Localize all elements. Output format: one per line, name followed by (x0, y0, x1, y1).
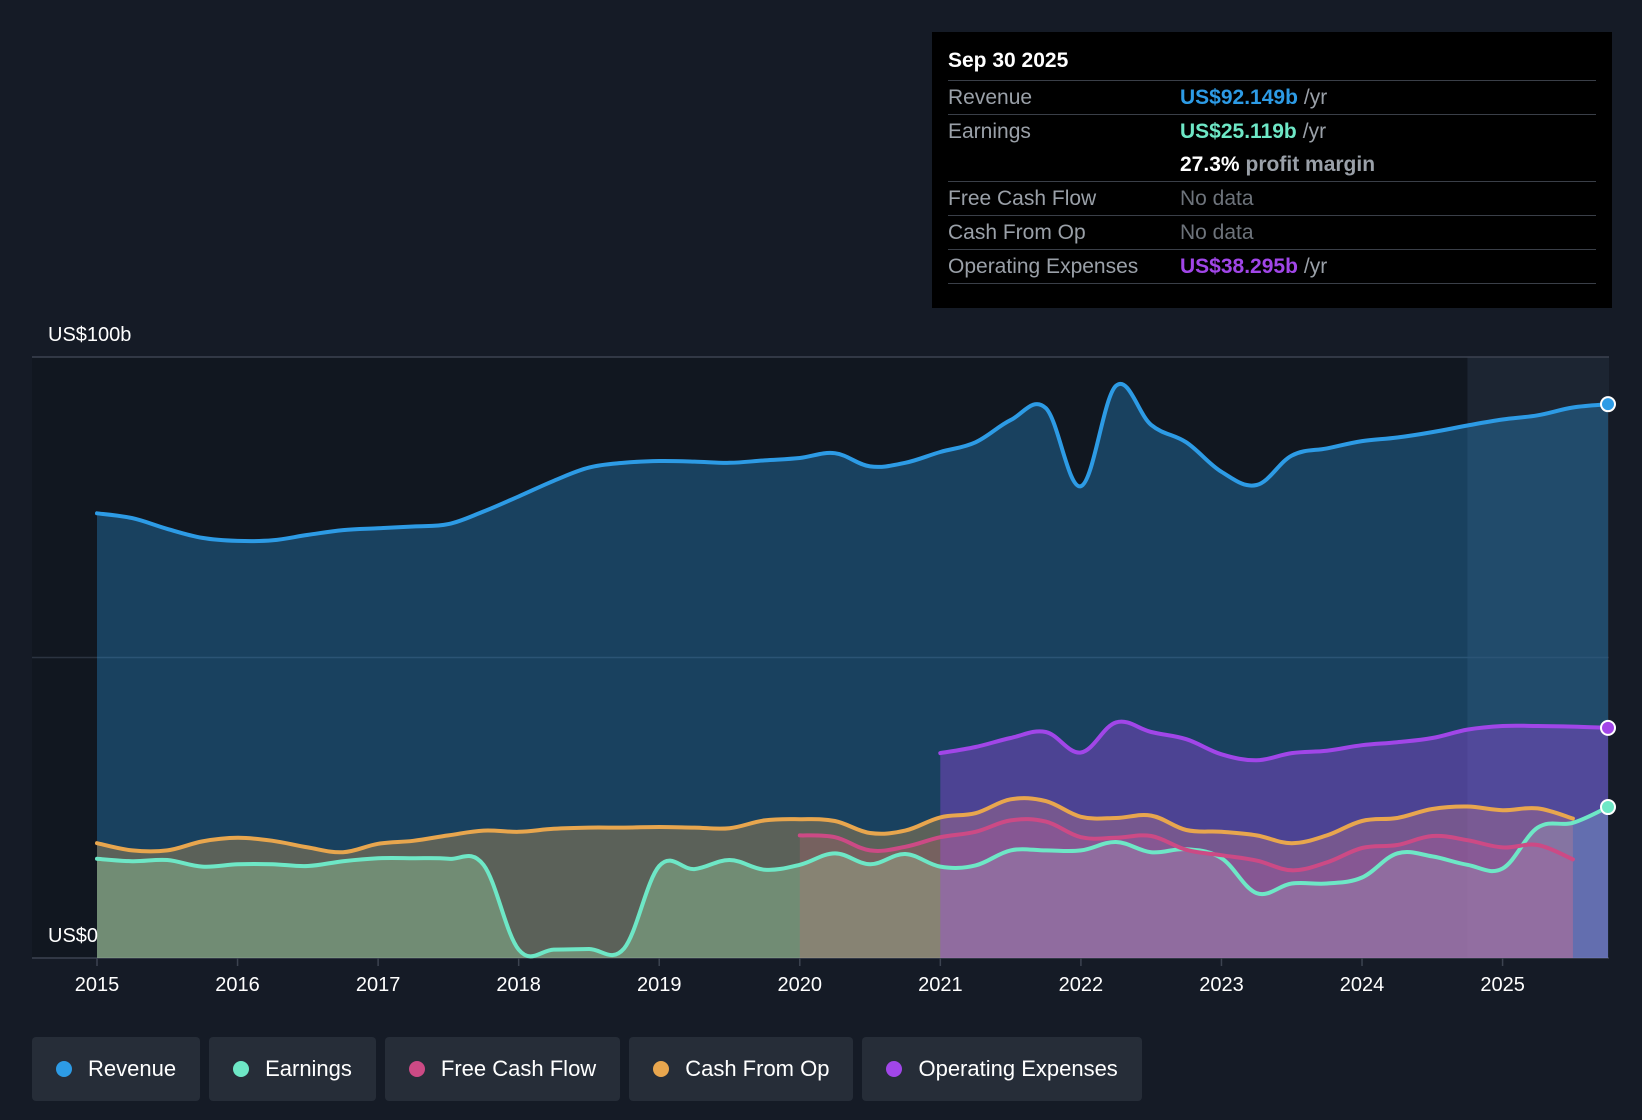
legend-item-free-cash-flow[interactable]: Free Cash Flow (384, 1037, 621, 1101)
tooltip-cfo-label: Cash From Op (948, 220, 1086, 244)
tooltip-opex-value: US$38.295b (1180, 254, 1298, 278)
legend-label-free-cash-flow: Free Cash Flow (440, 1056, 597, 1081)
area-free-cash-flow (799, 819, 1573, 958)
legend-item-cash-from-op[interactable]: Cash From Op (629, 1037, 854, 1101)
tooltip-fcf-label: Free Cash Flow (948, 186, 1097, 210)
tooltip-earnings-unit: /yr (1302, 119, 1327, 143)
x-tick-label-2016: 2016 (215, 974, 260, 996)
area-earnings (97, 807, 1608, 958)
legend-label-earnings: Earnings (265, 1056, 352, 1081)
end-marker-revenue (1600, 396, 1616, 413)
y-axis-bottom-label: US$0 (48, 925, 98, 947)
x-tick-label-2017: 2017 (356, 974, 401, 996)
tooltip-opex-unit: /yr (1303, 254, 1328, 278)
line-operating-expenses (938, 719, 1610, 763)
line-cash-from-op (95, 796, 1575, 855)
tooltip-margin-value: 27.3% (1180, 152, 1240, 176)
legend-dot-cash-from-op (653, 1061, 670, 1077)
tooltip-revenue-unit: /yr (1303, 85, 1328, 109)
legend-dot-revenue (56, 1061, 72, 1077)
y-axis-top-label: US$100b (48, 324, 131, 346)
x-tick-label-2019: 2019 (637, 974, 682, 996)
tooltip-row-opex: Operating Expenses US$38.295b /yr (948, 249, 1596, 284)
tooltip-row-margin: 27.3% profit margin (948, 148, 1596, 181)
x-tick-label-2025: 2025 (1480, 974, 1525, 996)
tooltip-margin-label: profit margin (1245, 152, 1376, 176)
legend-dot-free-cash-flow (408, 1061, 425, 1077)
legend-label-revenue: Revenue (88, 1056, 177, 1081)
tooltip-date: Sep 30 2025 (948, 49, 1069, 72)
legend-dot-operating-expenses (886, 1061, 903, 1077)
end-marker-earnings (1600, 799, 1616, 816)
legend-label-operating-expenses: Operating Expenses (918, 1056, 1118, 1081)
x-tick-label-2021: 2021 (918, 974, 963, 996)
tooltip-fcf-value: No data (1180, 186, 1254, 210)
tooltip-earnings-value: US$25.119b (1180, 119, 1297, 143)
x-tick-label-2023: 2023 (1199, 974, 1244, 996)
line-revenue (95, 381, 1610, 544)
legend-label-cash-from-op: Cash From Op (685, 1056, 830, 1081)
tooltip-revenue-label: Revenue (948, 85, 1033, 109)
x-tick-label-2015: 2015 (75, 974, 120, 996)
tooltip-revenue-value: US$92.149b (1180, 85, 1298, 109)
tooltip-row-earnings: Earnings US$25.119b /yr (948, 114, 1596, 148)
area-cash-from-op (97, 798, 1573, 958)
tooltip-row-revenue: Revenue US$92.149b /yr (948, 80, 1596, 114)
line-earnings (95, 805, 1610, 959)
tooltip-row-cfo: Cash From Op No data (948, 215, 1596, 249)
end-marker-operating-expenses (1600, 719, 1616, 736)
chart-legend: Revenue Earnings Free Cash Flow Cash Fro… (32, 1037, 1142, 1101)
area-revenue (97, 383, 1608, 958)
legend-dot-earnings (233, 1061, 250, 1077)
data-tooltip: Sep 30 2025 Revenue US$92.149b /yr Earni… (932, 32, 1612, 308)
x-tick-label-2020: 2020 (778, 974, 823, 996)
x-tick-label-2022: 2022 (1059, 974, 1104, 996)
line-free-cash-flow (797, 817, 1575, 873)
tooltip-earnings-label: Earnings (948, 119, 1031, 143)
legend-item-operating-expenses[interactable]: Operating Expenses (862, 1037, 1142, 1101)
x-tick-label-2018: 2018 (496, 974, 541, 996)
x-tick-label-2024: 2024 (1340, 974, 1385, 996)
tooltip-opex-label: Operating Expenses (948, 254, 1139, 278)
tooltip-row-fcf: Free Cash Flow No data (948, 181, 1596, 215)
legend-item-revenue[interactable]: Revenue (32, 1037, 201, 1101)
legend-item-earnings[interactable]: Earnings (209, 1037, 376, 1101)
tooltip-cfo-value: No data (1180, 220, 1254, 244)
